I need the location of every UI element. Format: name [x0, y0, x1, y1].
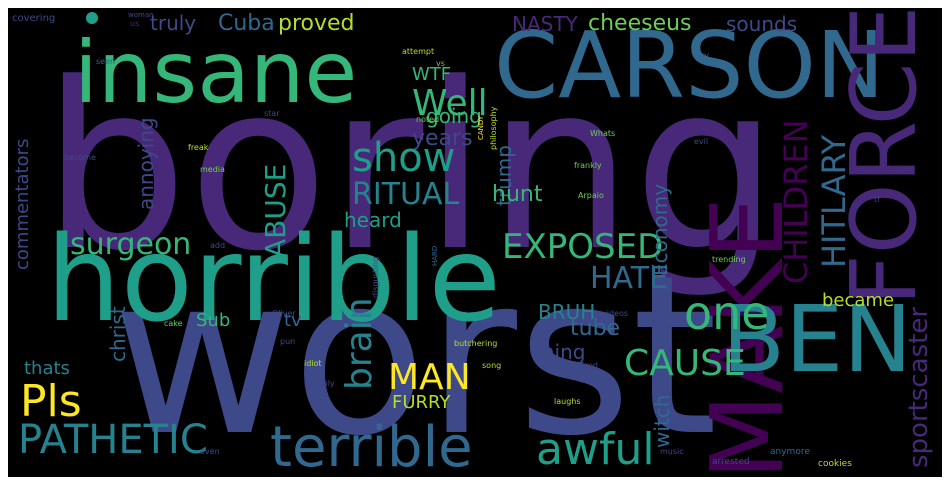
word-annoying: annoying	[134, 117, 158, 210]
word-bruh: BRUH	[538, 300, 596, 324]
word-horribly: horribly	[304, 379, 335, 388]
word-sounds: sounds	[726, 12, 798, 36]
word-tired: Tired	[578, 361, 598, 370]
word-attempt: attempt	[402, 47, 435, 56]
word-show: show	[352, 135, 456, 181]
word-ben: BEN	[722, 286, 913, 393]
word-whats: Whats	[590, 129, 616, 138]
word-wtf: WTF	[412, 64, 452, 85]
word-heard: heard	[344, 208, 402, 232]
word-hunt: hunt	[492, 182, 543, 207]
word-music: music	[660, 447, 684, 456]
word-cloud: boring worst horrible insane CARSON FORC…	[8, 8, 942, 477]
word-ritual: RITUAL	[352, 177, 460, 212]
word-abuse: ABUSE	[259, 163, 292, 258]
word-idiot: idiot	[304, 359, 322, 368]
word-noted: noted	[416, 115, 440, 124]
word-furry: FURRY	[392, 392, 451, 413]
word-candy: CANDY	[477, 115, 485, 140]
word-thats: thats	[24, 358, 70, 379]
word-pun: pun	[280, 337, 296, 346]
word-truly: truly	[150, 11, 197, 35]
word-proved: proved	[278, 11, 355, 36]
word-butchering: butchering	[454, 339, 498, 348]
word-cake: cake	[164, 319, 183, 328]
word-commentators: commentators	[12, 138, 33, 270]
word-arpaio: Arpaio	[578, 191, 604, 200]
word-pls: Pls	[20, 376, 82, 427]
word-tube: tube	[570, 316, 621, 341]
word-years: years	[412, 126, 473, 151]
word-star: star	[264, 109, 280, 118]
word-arrested: arrested	[712, 457, 750, 467]
word-hitlary: HITLARY	[815, 134, 853, 268]
word-witch: witch	[650, 394, 674, 448]
word-force: FORCE	[832, 8, 937, 306]
word-going-2: going	[426, 104, 482, 128]
word-media: media	[200, 165, 225, 174]
word-evil: evil	[694, 137, 709, 146]
word-children: CHILDREN	[777, 119, 815, 284]
word-sportscaster: sportscaster	[904, 306, 934, 468]
word-laughs: laughs	[554, 397, 581, 406]
word-add: add	[210, 241, 226, 250]
word-nasty: NASTY	[512, 12, 578, 36]
word-became: became	[822, 290, 895, 311]
word-philosophy: philosophy	[489, 106, 498, 150]
word-worst: worst	[112, 228, 718, 477]
word-man: MAN	[388, 357, 471, 398]
word-hard: HARD	[431, 245, 439, 266]
word-well: Well	[412, 83, 488, 124]
word-one: one	[684, 286, 770, 340]
word-tf: tf	[874, 195, 880, 204]
word-christ: christ	[106, 306, 130, 362]
word-woman: woman	[128, 11, 154, 19]
word-song: song	[482, 361, 502, 370]
word-terrible: terrible	[270, 415, 473, 477]
word-trending: trending	[712, 255, 746, 264]
word-awful: awful	[536, 424, 655, 475]
word-try: try	[698, 51, 710, 60]
word-hate: HATE	[590, 261, 669, 296]
word-even: even	[200, 447, 220, 456]
word-disgusting: disgusting	[371, 256, 380, 298]
word-covering: covering	[12, 13, 56, 24]
word-cuba: Cuba	[218, 11, 275, 36]
dot-marker	[86, 12, 98, 24]
word-tv: tv	[284, 310, 302, 331]
word-cheeseus: cheeseus	[588, 11, 692, 36]
word-thing: thing	[534, 340, 586, 364]
word-insane: insane	[74, 23, 358, 123]
word-freak: freak	[188, 143, 209, 152]
word-exposed: EXPOSED	[502, 227, 664, 267]
word-brain: brain	[339, 297, 380, 390]
word-cookies: cookies	[818, 459, 852, 469]
word-pathetic: PATHETIC	[18, 417, 208, 463]
word-vs: vs	[436, 59, 445, 68]
word-become: become	[64, 153, 97, 162]
word-surgeon: surgeon	[70, 227, 192, 262]
word-frankly: frankly	[574, 161, 602, 170]
word-boring: boring	[42, 35, 779, 302]
word-sub: Sub	[196, 310, 231, 331]
word-carson: CARSON	[494, 12, 885, 119]
word-anymore: anymore	[770, 447, 810, 457]
word-cause: CAUSE	[624, 343, 746, 384]
word-seen: seen	[96, 57, 116, 66]
word-horrible: horrible	[46, 210, 502, 348]
word-oliver: Oliver	[272, 309, 296, 318]
word-us: us	[130, 19, 140, 28]
word-videos: videos	[602, 309, 629, 318]
word-economy: Economy	[648, 183, 672, 276]
